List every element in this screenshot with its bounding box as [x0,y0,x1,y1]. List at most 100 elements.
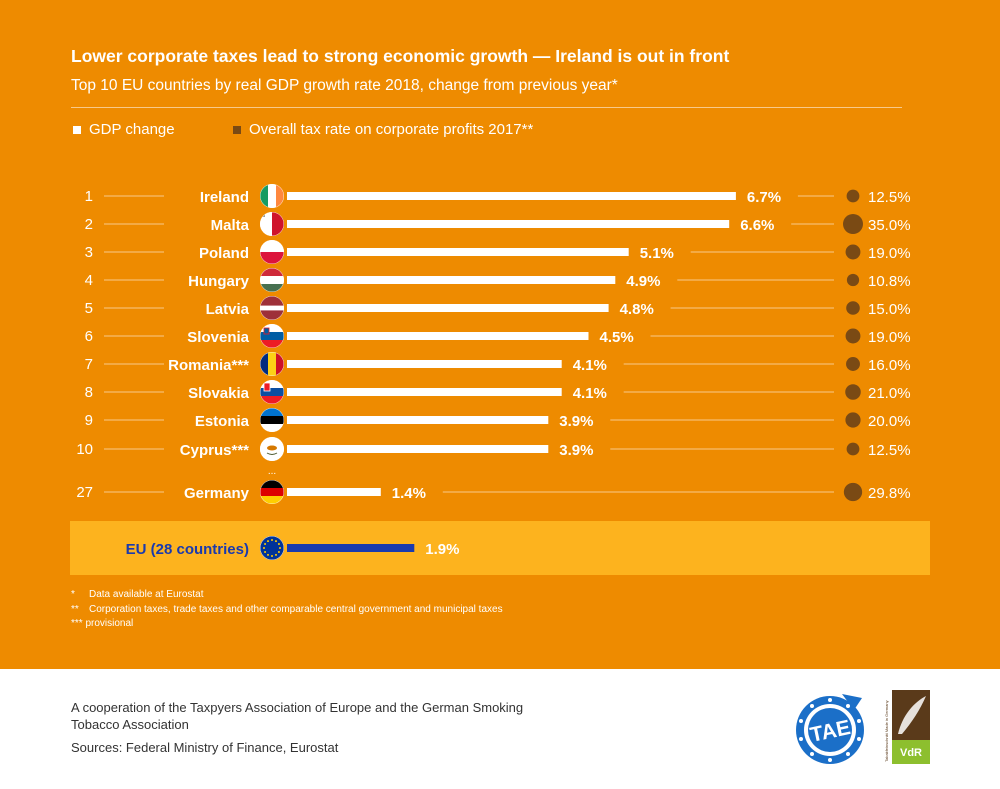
chart-title: Lower corporate taxes lead to strong eco… [71,46,730,66]
row-country-label: Ireland [200,189,249,206]
row-rank: 4 [85,272,93,289]
flag-band [260,396,284,404]
legend-tax: Overall tax rate on corporate profits 20… [233,121,533,138]
eu-label: EU (28 countries) [126,541,249,558]
tax-dot [846,301,860,315]
gdp-value-label: 4.8% [620,301,654,318]
row-country-label: Estonia [195,413,250,430]
vdr-logo: VdR Tabakfeinschnitt Made in Germany [884,690,930,764]
flag-band [260,305,284,311]
flag-band [260,416,284,425]
flag-band [260,300,284,307]
flag-band [260,340,284,348]
vdr-logo-text: VdR [900,747,922,759]
gdp-bar [287,360,562,368]
flag-band [268,352,277,376]
flag-star [264,543,267,545]
gdp-bar [287,304,609,312]
flag-band [260,388,284,397]
germany-flag-icon [260,480,284,504]
tax-value-label: 29.8% [868,485,911,502]
row-country-label: Slovakia [188,385,250,402]
flag-island [267,445,277,451]
gdp-value-label: 5.1% [640,245,674,262]
gdp-bar [287,192,736,200]
legend-gdp-swatch [73,125,81,134]
footnote-3-text: provisional [85,618,134,629]
footnote-3: *** provisional [71,618,133,629]
tax-dot [846,273,860,287]
tax-dot [846,357,860,371]
footnote-2-mark: ** [71,604,79,615]
flag-band [260,184,269,208]
flag-band [260,240,284,253]
cooperation-credit: A cooperation of the Taxpyers Associatio… [71,700,524,732]
gdp-value-label: 4.5% [600,329,634,346]
tax-value-label: 20.0% [868,413,911,430]
tax-dot [843,214,863,234]
row-country-label: Romania*** [168,357,249,374]
flag-band [260,408,284,417]
flag-band [260,480,284,489]
footnote-2: ** Corporation taxes, trade taxes and oth… [71,604,503,615]
flag-band [260,332,284,341]
sources-credit: Sources: Federal Ministry of Finance, Eu… [71,740,339,755]
flag-star [277,543,280,545]
row-country-label: Malta [211,217,250,234]
flag-star [267,553,269,556]
flag-band [260,212,273,236]
gdp-bar [287,276,616,284]
gdp-value-label: 6.7% [747,189,781,206]
tae-logo: TAE [796,694,864,764]
tax-dot [845,244,861,260]
row-country-label: Slovenia [187,329,249,346]
flag-band [272,212,284,236]
flag-star [277,551,280,553]
flag-star [267,540,269,543]
flag-shield [263,382,271,392]
tax-value-label: 16.0% [868,357,911,374]
row-rank: 7 [85,356,93,373]
gdp-value-label: 4.1% [573,385,607,402]
latvia-flag-icon [260,296,284,320]
flag-band [260,252,284,264]
tax-dot [846,442,860,456]
flag-band [260,488,284,497]
row-country-label: Cyprus*** [180,442,249,459]
flag-star [275,553,277,556]
eu-highlight-band [70,521,930,575]
flag-star [275,540,277,543]
tax-dot [845,384,861,400]
chart-subtitle: Top 10 EU countries by real GDP growth r… [71,77,618,94]
row-country-label: Latvia [206,301,250,318]
legend-gdp: GDP change [73,121,175,138]
gdp-value-label: 1.4% [392,485,426,502]
cyprus-flag-icon [260,437,284,461]
flag-band [260,324,284,333]
tax-value-label: 19.0% [868,329,911,346]
tax-dot [846,189,860,203]
tax-value-label: 12.5% [868,442,911,459]
footnote-1-text: Data available at Eurostat [89,589,204,600]
row-rank: 10 [76,441,93,458]
flag-star [264,551,267,553]
flag-band [260,310,284,316]
gdp-value-label: 3.9% [559,442,593,459]
estonia-flag-icon [260,408,284,432]
flag-band [260,276,284,285]
gdp-bar [287,248,629,256]
footnote-2-text: Corporation taxes, trade taxes and other… [89,604,503,615]
gdp-bar [287,332,589,340]
row-rank: 3 [85,244,93,261]
row-rank: 27 [76,484,93,501]
row-rank: 6 [85,328,93,345]
row-rank: 8 [85,384,93,401]
row-country-label: Poland [199,245,249,262]
hungary-flag-icon [260,268,284,292]
tax-value-label: 21.0% [868,385,911,402]
row-country-label: Germany [184,485,250,502]
flag-band [260,352,269,376]
tax-value-label: 10.8% [868,273,911,290]
eu-gdp-bar [287,544,415,552]
ireland-flag-icon [260,184,284,208]
